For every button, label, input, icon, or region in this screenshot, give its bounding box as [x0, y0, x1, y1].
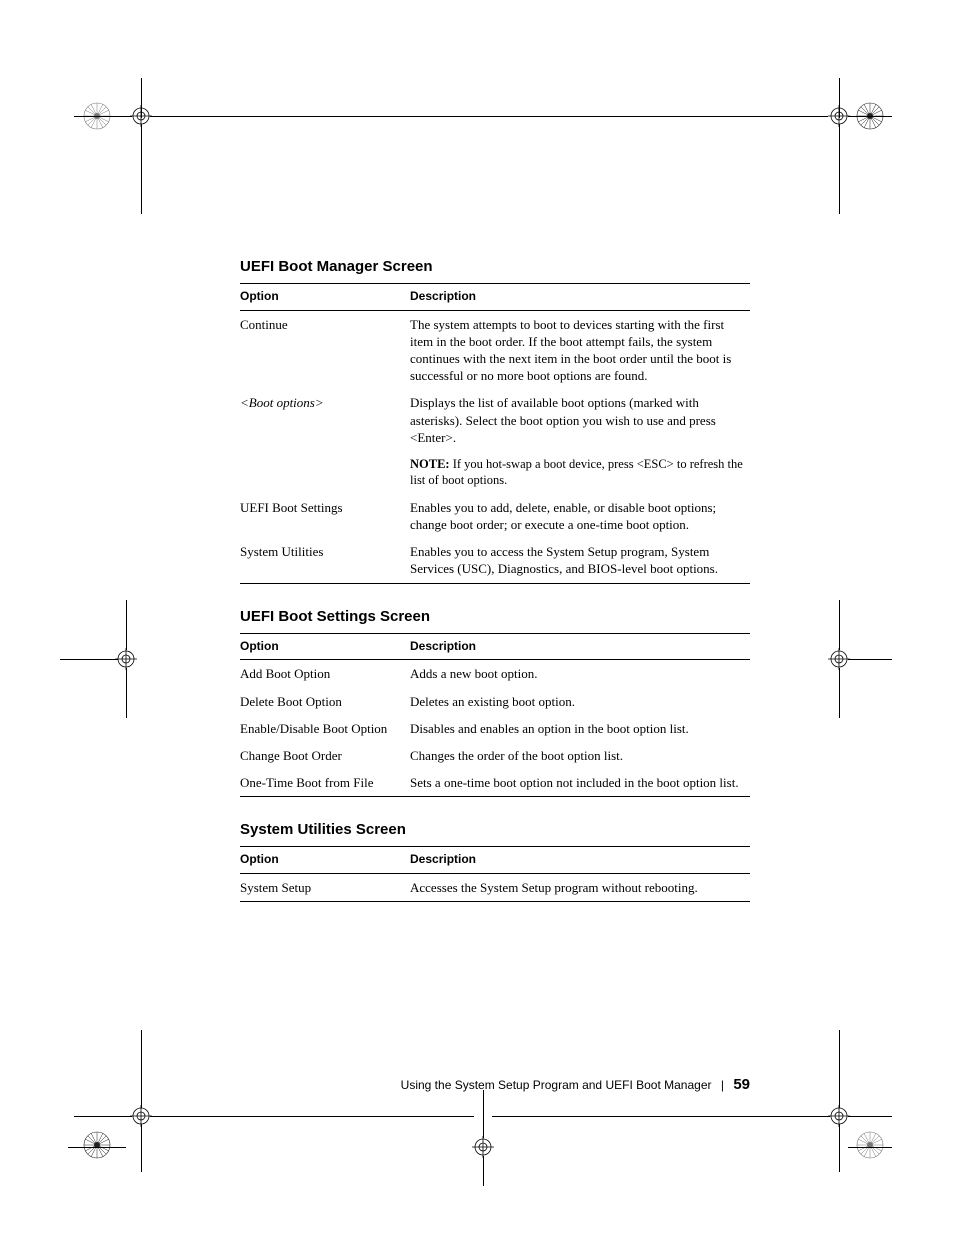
- option-cell: <Boot options>: [240, 389, 410, 450]
- option-cell: Change Boot Order: [240, 742, 410, 769]
- table-uefi-boot-settings: Option Description Add Boot Option Adds …: [240, 633, 750, 798]
- crop-line: [839, 668, 840, 718]
- option-cell: Continue: [240, 310, 410, 389]
- table-uefi-boot-manager: Option Description Continue The system a…: [240, 283, 750, 584]
- crop-line: [74, 116, 132, 117]
- description-cell: Changes the order of the boot option lis…: [410, 742, 750, 769]
- crop-line: [74, 1116, 132, 1117]
- crop-line: [483, 1090, 484, 1138]
- section-heading-uefi-boot-manager: UEFI Boot Manager Screen: [240, 258, 750, 275]
- table-row: Enable/Disable Boot Option Disables and …: [240, 715, 750, 742]
- page-content: UEFI Boot Manager Screen Option Descript…: [240, 258, 750, 902]
- col-description: Description: [410, 284, 750, 311]
- option-cell: UEFI Boot Settings: [240, 494, 410, 538]
- crop-line: [126, 600, 127, 650]
- crop-line: [141, 78, 142, 118]
- table-row: Delete Boot Option Deletes an existing b…: [240, 688, 750, 715]
- note-cell: NOTE: If you hot-swap a boot device, pre…: [410, 451, 750, 494]
- footer-separator: |: [721, 1078, 724, 1092]
- footer-text: Using the System Setup Program and UEFI …: [401, 1078, 712, 1092]
- crop-line: [839, 1124, 840, 1172]
- section-heading-uefi-boot-settings: UEFI Boot Settings Screen: [240, 608, 750, 625]
- crop-line: [839, 1030, 840, 1108]
- note-label: NOTE:: [410, 457, 450, 471]
- page-number: 59: [733, 1076, 750, 1093]
- option-cell-empty: [240, 451, 410, 494]
- table-row: System Utilities Enables you to access t…: [240, 538, 750, 583]
- col-description: Description: [410, 633, 750, 660]
- option-cell: System Setup: [240, 873, 410, 901]
- registration-mark-icon: [828, 648, 850, 670]
- crop-line: [839, 78, 840, 118]
- crop-line: [839, 600, 840, 650]
- description-cell: Enables you to access the System Setup p…: [410, 538, 750, 583]
- col-option: Option: [240, 847, 410, 874]
- option-cell: System Utilities: [240, 538, 410, 583]
- crop-line: [848, 1116, 892, 1117]
- table-row: NOTE: If you hot-swap a boot device, pre…: [240, 451, 750, 494]
- col-description: Description: [410, 847, 750, 874]
- crop-line: [492, 1116, 830, 1117]
- crop-line: [60, 659, 118, 660]
- table-header-row: Option Description: [240, 633, 750, 660]
- crop-line: [483, 1156, 484, 1186]
- option-cell: Delete Boot Option: [240, 688, 410, 715]
- col-option: Option: [240, 633, 410, 660]
- color-rosette-icon: [855, 1130, 885, 1160]
- table-row: System Setup Accesses the System Setup p…: [240, 873, 750, 901]
- registration-mark-icon: [472, 1136, 494, 1158]
- table-row: One-Time Boot from File Sets a one-time …: [240, 769, 750, 797]
- description-cell: Accesses the System Setup program withou…: [410, 873, 750, 901]
- description-cell: Displays the list of available boot opti…: [410, 389, 750, 450]
- description-cell: Disables and enables an option in the bo…: [410, 715, 750, 742]
- crop-line: [141, 124, 142, 214]
- crop-line: [141, 1030, 142, 1108]
- registration-mark-icon: [115, 648, 137, 670]
- crop-line: [150, 116, 828, 117]
- description-cell: Deletes an existing boot option.: [410, 688, 750, 715]
- table-system-utilities: Option Description System Setup Accesses…: [240, 846, 750, 902]
- description-cell: Adds a new boot option.: [410, 660, 750, 688]
- crop-line: [839, 124, 840, 214]
- crop-line: [848, 659, 892, 660]
- crop-line: [150, 1116, 474, 1117]
- crop-line: [848, 116, 892, 117]
- crop-line: [848, 1147, 892, 1148]
- table-header-row: Option Description: [240, 847, 750, 874]
- crop-line: [68, 1147, 126, 1148]
- table-row: UEFI Boot Settings Enables you to add, d…: [240, 494, 750, 538]
- table-row: Change Boot Order Changes the order of t…: [240, 742, 750, 769]
- crop-line: [141, 1124, 142, 1172]
- option-cell: Enable/Disable Boot Option: [240, 715, 410, 742]
- section-heading-system-utilities: System Utilities Screen: [240, 821, 750, 838]
- color-rosette-icon: [82, 1130, 112, 1160]
- page-footer: Using the System Setup Program and UEFI …: [240, 1076, 750, 1093]
- table-row: Add Boot Option Adds a new boot option.: [240, 660, 750, 688]
- note-text: If you hot-swap a boot device, press <ES…: [410, 457, 743, 488]
- table-row: Continue The system attempts to boot to …: [240, 310, 750, 389]
- table-header-row: Option Description: [240, 284, 750, 311]
- option-cell: Add Boot Option: [240, 660, 410, 688]
- table-row: <Boot options> Displays the list of avai…: [240, 389, 750, 450]
- description-cell: The system attempts to boot to devices s…: [410, 310, 750, 389]
- description-cell: Enables you to add, delete, enable, or d…: [410, 494, 750, 538]
- option-cell: One-Time Boot from File: [240, 769, 410, 797]
- description-cell: Sets a one-time boot option not included…: [410, 769, 750, 797]
- col-option: Option: [240, 284, 410, 311]
- crop-line: [126, 668, 127, 718]
